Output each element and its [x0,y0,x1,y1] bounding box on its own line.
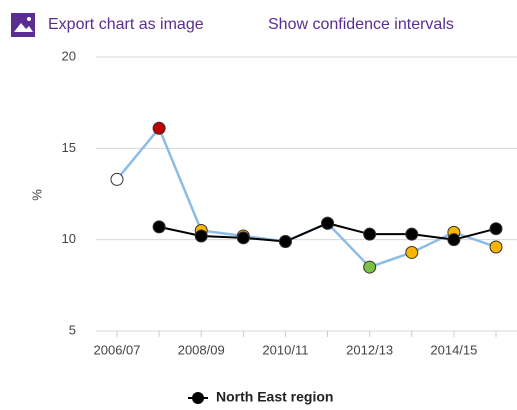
point [152,121,166,135]
x-tick-label: 2006/07 [94,342,141,357]
x-tick-label: 2010/11 [262,342,308,357]
point [321,216,335,230]
point [405,227,419,241]
confidence-link[interactable]: Show confidence intervals [268,16,454,33]
point [152,220,166,234]
y-tick-label: 5 [69,322,76,337]
icon-glyph [14,23,33,32]
x-tick-label: 2012/13 [346,342,393,357]
legend-label: North East region [216,389,333,405]
x-tick-label: 2008/09 [178,342,225,357]
point [447,233,461,247]
point [236,231,250,245]
y-tick-label: 10 [62,231,76,246]
point [363,227,377,241]
point [278,234,292,248]
export-link[interactable]: Export chart as image [48,16,204,33]
point [363,260,377,274]
y-tick-label: 20 [62,48,76,63]
x-tick-label: 2014/15 [430,342,477,357]
icon-glyph [27,17,31,21]
y-axis-label: % [29,189,44,201]
point [489,240,503,254]
export-icon[interactable] [11,13,35,37]
point [194,229,208,243]
series-line [116,125,497,269]
legend-marker [192,392,204,404]
point [489,222,503,236]
point [405,245,419,259]
y-tick-label: 15 [62,140,76,155]
point [110,172,124,186]
